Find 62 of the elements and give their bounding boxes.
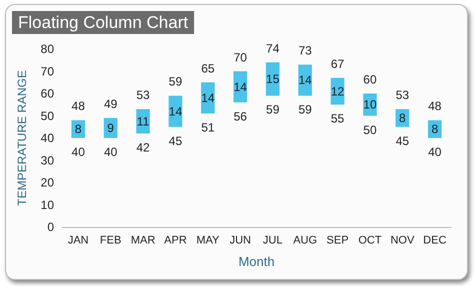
annotation: 55: [330, 112, 345, 126]
data-label: 14: [168, 104, 182, 118]
annotation: 59: [168, 74, 182, 89]
y-tick-label: 30: [40, 153, 54, 168]
annotation: 50: [363, 122, 377, 137]
data-label: 10: [363, 98, 377, 112]
data-label: 8: [74, 122, 82, 136]
annotation: 59: [298, 102, 312, 117]
y-axis-title: TEMPERATURE RANGE: [15, 70, 29, 206]
annotation: 56: [234, 109, 248, 124]
y-tick-label: 50: [40, 108, 54, 123]
annotation: 45: [396, 134, 410, 148]
y-tick-label: 0: [47, 220, 54, 234]
y-tick-label: 10: [40, 198, 54, 212]
x-tick-label: APR: [164, 234, 187, 246]
annotation: 51: [201, 120, 215, 135]
annotation: 40: [104, 145, 118, 159]
x-tick-label: SEP: [326, 234, 349, 246]
annotation: 74: [266, 41, 280, 56]
annotation: 48: [428, 99, 442, 114]
x-tick-label: JAN: [68, 234, 89, 246]
data-label: 9: [107, 120, 114, 135]
annotation: 40: [72, 145, 86, 159]
data-label: 11: [136, 114, 150, 128]
annotation: 49: [104, 96, 118, 111]
y-tick-label: 20: [40, 176, 54, 190]
x-tick-label: JUN: [230, 234, 252, 246]
x-axis-title: Month: [238, 254, 275, 269]
annotation: 73: [298, 44, 312, 58]
x-tick-label: MAR: [130, 234, 156, 246]
data-label: 14: [201, 90, 215, 105]
x-tick-label: MAY: [196, 234, 220, 246]
annotation: 45: [168, 134, 182, 148]
data-label: 15: [266, 72, 280, 86]
y-tick-label: 60: [40, 86, 54, 100]
annotation: 65: [201, 61, 215, 76]
y-tick-label: 40: [40, 131, 54, 145]
bar: [136, 109, 150, 134]
bar: [168, 96, 182, 127]
annotation: 60: [363, 72, 377, 86]
x-tick-label: FEB: [100, 234, 122, 246]
annotation: 48: [72, 99, 86, 114]
data-label: 8: [399, 110, 406, 125]
x-tick-label: JUL: [262, 234, 282, 246]
annotation: 40: [428, 145, 442, 159]
data-label: 14: [234, 80, 248, 94]
data-label: 12: [330, 84, 345, 98]
annotation: 70: [234, 50, 248, 64]
x-tick-label: OCT: [358, 234, 382, 246]
annotation: 42: [136, 140, 150, 155]
y-tick-label: 70: [40, 64, 54, 78]
annotation: 67: [330, 56, 345, 71]
x-tick-label: NOV: [390, 234, 415, 246]
x-tick-label: DEC: [423, 234, 446, 246]
annotation: 53: [136, 88, 150, 102]
x-tick-label: AUG: [293, 234, 318, 246]
data-label: 8: [431, 122, 438, 136]
data-label: 14: [298, 73, 312, 88]
chart-title: Floating Column Chart: [18, 13, 188, 32]
y-tick-label: 80: [40, 42, 54, 56]
annotation: 59: [266, 102, 280, 117]
annotation: 53: [396, 88, 410, 102]
